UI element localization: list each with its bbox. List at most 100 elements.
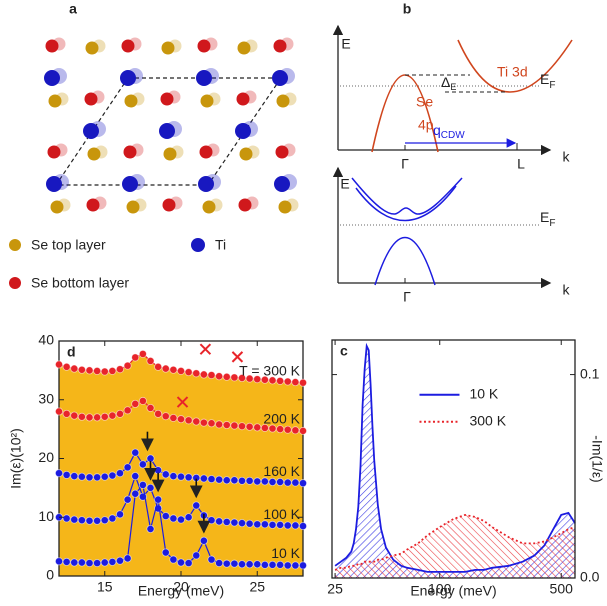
data-point (283, 521, 292, 530)
data-point (260, 375, 269, 384)
area-fill (59, 400, 303, 487)
atom (196, 70, 212, 86)
y-tick-label: 40 (38, 332, 54, 348)
data-point (131, 489, 140, 498)
legend-swatch (9, 239, 21, 251)
data-point (283, 478, 292, 487)
data-point (291, 478, 300, 487)
q-sub: CDW (441, 130, 465, 141)
data-point (85, 516, 94, 525)
data-point (207, 475, 216, 484)
atom (161, 41, 175, 55)
legend-swatch (9, 277, 21, 289)
y-tick-label: 30 (38, 390, 54, 406)
data-point (199, 536, 208, 545)
data-point (222, 421, 231, 430)
panel-label: a (69, 1, 77, 17)
plot-frame (331, 339, 576, 579)
data-point (192, 501, 201, 510)
panel-label: b (403, 1, 412, 17)
data-point (100, 516, 109, 525)
data-point (253, 520, 262, 529)
data-point (176, 558, 185, 567)
atom (235, 123, 251, 139)
data-point (176, 515, 185, 524)
data-point (100, 558, 109, 567)
data-point (161, 512, 170, 521)
q-label: qCDW (433, 122, 465, 141)
legend-swatch (191, 238, 205, 252)
data-point (199, 474, 208, 483)
data-point (62, 470, 71, 479)
atom (85, 41, 99, 55)
data-point (230, 421, 239, 430)
data-point (85, 413, 94, 422)
atom (46, 176, 62, 192)
data-point (230, 476, 239, 485)
data-point (298, 522, 307, 531)
data-point (253, 560, 262, 569)
axis-label: E (341, 36, 350, 52)
y-axis-label: Im(ε)(10²) (8, 428, 24, 489)
data-point (298, 378, 307, 387)
data-point (260, 477, 269, 486)
atom (198, 176, 214, 192)
legend-label: 300 K (469, 412, 506, 428)
data-point (131, 472, 140, 481)
data-point (222, 517, 231, 526)
data-point (283, 377, 292, 386)
data-point (146, 403, 155, 412)
cross-marker (199, 343, 212, 355)
data-point (154, 495, 163, 504)
atom (275, 145, 289, 159)
data-point (237, 422, 246, 431)
data-point (131, 448, 140, 457)
data-point (93, 473, 102, 482)
atom (278, 200, 292, 214)
x-tick-label: 20 (173, 579, 189, 595)
fermi-label: EF (540, 71, 555, 91)
data-point (70, 558, 79, 567)
data-point (116, 409, 125, 418)
data-point (161, 412, 170, 421)
x-axis-label: Energy (meV) (410, 583, 496, 599)
data-point (62, 362, 71, 371)
data-point (184, 559, 193, 568)
data-point (146, 356, 155, 365)
data-point (215, 420, 224, 429)
data-point (70, 472, 79, 481)
data-point (176, 415, 185, 424)
data-point (192, 417, 201, 426)
data-point (85, 559, 94, 568)
data-point (62, 409, 71, 418)
series-label: 100 K (263, 506, 300, 522)
data-point (253, 375, 262, 384)
data-point (100, 367, 109, 376)
data-point (93, 559, 102, 568)
atom (160, 92, 174, 106)
data-point (169, 555, 178, 564)
data-point (291, 426, 300, 435)
data-point (207, 516, 216, 525)
data-point (215, 517, 224, 526)
data-point (260, 520, 269, 529)
fermi-sub: F (549, 80, 555, 91)
data-point (108, 366, 117, 375)
data-point (77, 412, 86, 421)
data-point (268, 424, 277, 433)
data-point (55, 557, 64, 566)
data-point (169, 514, 178, 523)
data-point (154, 362, 163, 371)
atom (272, 70, 288, 86)
data-point (276, 425, 285, 434)
data-point (138, 460, 147, 469)
atom (239, 147, 253, 161)
data-point (222, 559, 231, 568)
data-point (116, 365, 125, 374)
atom (122, 176, 138, 192)
panel-label: d (67, 344, 76, 360)
data-point (85, 473, 94, 482)
band-label: Ti 3d (497, 64, 528, 80)
data-point (276, 560, 285, 569)
atom (45, 39, 59, 53)
